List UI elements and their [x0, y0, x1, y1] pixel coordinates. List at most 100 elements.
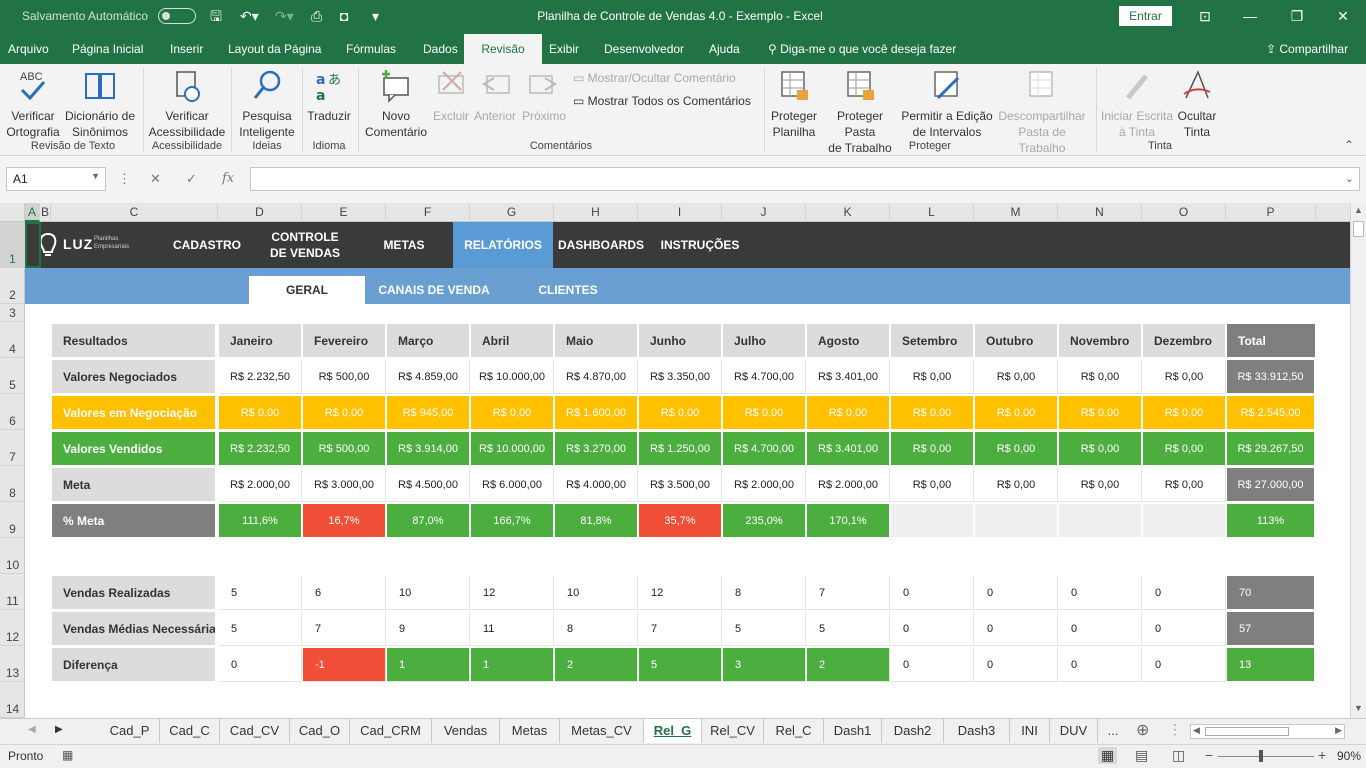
table2-cell[interactable]: 0: [1143, 612, 1226, 646]
column-header[interactable]: B: [40, 203, 51, 222]
table2-cell[interactable]: 0: [1143, 576, 1226, 610]
column-header[interactable]: J: [722, 203, 806, 222]
table-cell[interactable]: R$ 4.500,00: [387, 468, 470, 502]
table-cell[interactable]: 170,1%: [807, 504, 890, 538]
macro-record-icon[interactable]: ▦: [62, 748, 74, 762]
table-cell[interactable]: R$ 0,00: [891, 468, 974, 502]
table2-cell[interactable]: 8: [555, 612, 638, 646]
sheet-tab-8[interactable]: Rel_G: [644, 719, 702, 743]
subnav-item-2[interactable]: CLIENTES: [538, 283, 598, 297]
row-header[interactable]: 3: [0, 304, 25, 322]
sheet-tab-12[interactable]: Dash2: [882, 719, 944, 743]
column-header[interactable]: N: [1058, 203, 1142, 222]
sheet-tab-2[interactable]: Cad_CV: [220, 719, 290, 743]
camera-icon[interactable]: ◘: [340, 8, 349, 24]
row-header[interactable]: 11: [0, 574, 25, 610]
sheet-tab-14[interactable]: INI: [1010, 719, 1050, 743]
active-cell[interactable]: [25, 222, 41, 268]
nav-item-2[interactable]: METAS: [383, 238, 425, 252]
row-header[interactable]: 14: [0, 682, 25, 718]
table2-row-label[interactable]: Diferença: [52, 648, 216, 682]
table-cell[interactable]: R$ 6.000,00: [471, 468, 554, 502]
table-cell[interactable]: R$ 2.232,50: [219, 360, 302, 394]
table-cell[interactable]: R$ 2.000,00: [807, 468, 890, 502]
table-cell[interactable]: R$ 0,00: [723, 396, 806, 430]
show-hide-comment-button[interactable]: ▭ Mostrar/Ocultar Comentário: [573, 71, 736, 85]
table-cell[interactable]: R$ 3.401,00: [807, 432, 890, 466]
sheet-tab-3[interactable]: Cad_O: [290, 719, 350, 743]
table-cell[interactable]: R$ 0,00: [891, 432, 974, 466]
table-header-cell[interactable]: Janeiro: [219, 324, 302, 358]
ribbon-display-icon[interactable]: ⊡: [1199, 8, 1211, 24]
formula-input[interactable]: ⌄: [250, 167, 1360, 191]
undo-icon[interactable]: ↶▾: [240, 8, 259, 24]
ribbon-tab-8[interactable]: Desenvolvedor: [604, 42, 685, 56]
table-cell[interactable]: R$ 0,00: [891, 360, 974, 394]
table2-cell[interactable]: 5: [723, 612, 806, 646]
table2-cell[interactable]: 0: [891, 648, 974, 682]
table-cell[interactable]: R$ 0,00: [1143, 432, 1226, 466]
delete-comment-button[interactable]: Excluir: [432, 68, 470, 124]
table2-cell[interactable]: 5: [219, 612, 302, 646]
table-cell[interactable]: R$ 3.401,00: [807, 360, 890, 394]
nav-item-1[interactable]: CONTROLE DE VENDAS: [269, 230, 340, 260]
new-comment-button[interactable]: Novo Comentário: [362, 68, 430, 140]
share-button[interactable]: ⇪ Compartilhar: [1266, 34, 1348, 64]
row-header[interactable]: 13: [0, 646, 25, 682]
table-row-label[interactable]: % Meta: [52, 504, 216, 538]
table-cell[interactable]: R$ 0,00: [807, 396, 890, 430]
column-header[interactable]: L: [890, 203, 974, 222]
table-cell[interactable]: 81,8%: [555, 504, 638, 538]
row-header[interactable]: 8: [0, 466, 25, 502]
table2-cell[interactable]: 9: [387, 612, 470, 646]
normal-view-icon[interactable]: ▦: [1098, 747, 1118, 764]
table2-cell[interactable]: 3: [723, 648, 806, 682]
table-total-cell[interactable]: 113%: [1227, 504, 1315, 538]
close-icon[interactable]: ✕: [1337, 8, 1349, 24]
redo-icon[interactable]: ↷▾: [275, 8, 294, 24]
zoom-slider[interactable]: [1218, 756, 1314, 757]
table-total-cell[interactable]: R$ 33.912,50: [1227, 360, 1315, 394]
save-icon[interactable]: 🖫: [210, 8, 222, 24]
row-header[interactable]: 9: [0, 502, 25, 538]
spelling-button[interactable]: ABC Verificar Ortografia: [6, 68, 60, 140]
sheet-tab-4[interactable]: Cad_CRM: [350, 719, 432, 743]
next-comment-button[interactable]: Próximo: [520, 68, 568, 124]
name-box[interactable]: A1 ▼: [6, 167, 106, 191]
table-header-cell[interactable]: Julho: [723, 324, 806, 358]
table-cell[interactable]: 235,0%: [723, 504, 806, 538]
table-cell[interactable]: 16,7%: [303, 504, 386, 538]
table-cell[interactable]: R$ 10.000,00: [471, 432, 554, 466]
previous-comment-button[interactable]: Anterior: [472, 68, 518, 124]
column-header[interactable]: F: [386, 203, 470, 222]
table-cell[interactable]: R$ 3.500,00: [639, 468, 722, 502]
zoom-level[interactable]: 90%: [1337, 749, 1362, 763]
table2-cell[interactable]: 11: [471, 612, 554, 646]
table-cell[interactable]: R$ 0,00: [471, 396, 554, 430]
nav-item-4[interactable]: DASHBOARDS: [557, 238, 644, 252]
vertical-scrollbar[interactable]: ▲ ▼: [1350, 203, 1366, 718]
table2-cell[interactable]: 12: [471, 576, 554, 610]
table-cell[interactable]: [1059, 504, 1142, 538]
sheet-tab-1[interactable]: Cad_C: [160, 719, 220, 743]
table2-total-cell[interactable]: 70: [1227, 576, 1315, 610]
table2-cell[interactable]: 5: [639, 648, 722, 682]
chevron-down-icon[interactable]: ▼: [91, 171, 100, 181]
subnav-item-1[interactable]: CANAIS DE VENDA: [378, 283, 490, 297]
print-preview-icon[interactable]: ⎙: [311, 8, 323, 24]
table2-cell[interactable]: 10: [555, 576, 638, 610]
table2-cell[interactable]: 7: [807, 576, 890, 610]
table2-cell[interactable]: 0: [891, 612, 974, 646]
table-cell[interactable]: R$ 0,00: [975, 468, 1058, 502]
zoom-slider-thumb[interactable]: [1259, 750, 1263, 762]
column-header[interactable]: C: [51, 203, 218, 222]
table-cell[interactable]: R$ 3.914,00: [387, 432, 470, 466]
table-cell[interactable]: R$ 500,00: [303, 432, 386, 466]
row-header[interactable]: 4: [0, 322, 25, 358]
column-header[interactable]: D: [218, 203, 302, 222]
table-cell[interactable]: R$ 4.700,00: [723, 432, 806, 466]
column-header[interactable]: I: [638, 203, 722, 222]
table2-cell[interactable]: 5: [807, 612, 890, 646]
table-cell[interactable]: R$ 0,00: [219, 396, 302, 430]
